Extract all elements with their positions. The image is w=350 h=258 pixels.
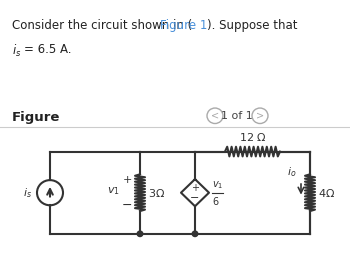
Text: 6: 6 xyxy=(212,197,218,207)
Text: Figure: Figure xyxy=(12,111,60,124)
Text: $i_s$: $i_s$ xyxy=(23,186,32,200)
Text: = 6.5 A.: = 6.5 A. xyxy=(24,43,71,56)
Text: $i_s$: $i_s$ xyxy=(12,43,21,59)
Text: 12 $\Omega$: 12 $\Omega$ xyxy=(239,131,266,143)
Circle shape xyxy=(192,231,198,237)
Text: 3$\Omega$: 3$\Omega$ xyxy=(148,187,165,199)
Text: >: > xyxy=(256,111,264,121)
Circle shape xyxy=(137,231,143,237)
Text: $v_1$: $v_1$ xyxy=(212,179,223,191)
Text: +: + xyxy=(191,183,199,193)
Text: −: − xyxy=(121,199,132,212)
Text: <: < xyxy=(211,111,219,121)
Text: −: − xyxy=(190,194,200,204)
Text: $i_o$: $i_o$ xyxy=(287,165,297,179)
Text: Consider the circuit shown in (: Consider the circuit shown in ( xyxy=(12,19,192,31)
Text: $v_1$: $v_1$ xyxy=(107,185,120,197)
Text: Figure 1: Figure 1 xyxy=(160,19,207,31)
Text: ). Suppose that: ). Suppose that xyxy=(207,19,298,31)
Text: 1 of 1: 1 of 1 xyxy=(221,111,253,121)
Text: 4$\Omega$: 4$\Omega$ xyxy=(318,187,335,199)
Text: +: + xyxy=(122,175,132,185)
